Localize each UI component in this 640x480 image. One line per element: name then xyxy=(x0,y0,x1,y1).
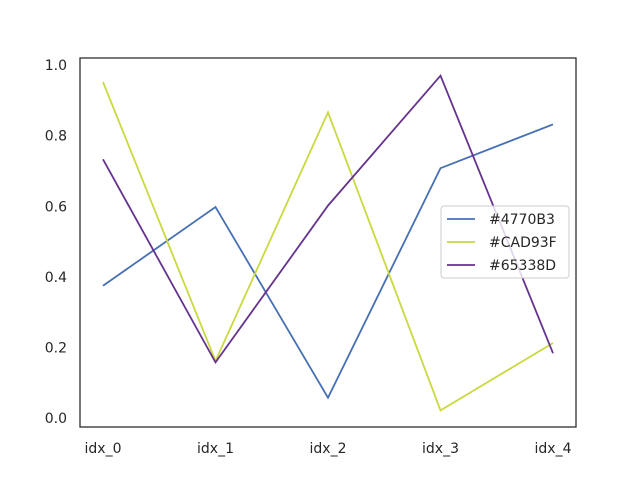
y-tick-label: 1.0 xyxy=(45,58,67,74)
legend-label: #65338D xyxy=(489,258,556,274)
y-tick-label: 0.4 xyxy=(45,270,67,286)
y-tick-label: 0.6 xyxy=(45,199,67,215)
legend: #4770B3 #CAD93F #65338D xyxy=(440,205,570,279)
x-tick-label: idx_4 xyxy=(535,441,572,457)
y-tick-label: 0.8 xyxy=(45,129,67,145)
y-tick-label: 0.2 xyxy=(45,341,67,357)
y-tick-labels: 0.0 0.2 0.4 0.6 0.8 1.0 xyxy=(45,58,67,427)
series-lines xyxy=(102,73,554,412)
x-tick-label: idx_3 xyxy=(422,441,459,457)
legend-label: #4770B3 xyxy=(489,212,555,228)
legend-box xyxy=(440,205,570,279)
x-tick-label: idx_2 xyxy=(310,441,347,457)
series-line xyxy=(102,73,554,365)
series-line xyxy=(102,81,554,412)
plot-frame xyxy=(79,57,577,428)
x-tick-labels: idx_0 idx_1 idx_2 idx_3 idx_4 xyxy=(85,441,572,457)
legend-label: #CAD93F xyxy=(489,235,557,251)
y-tick-label: 0.0 xyxy=(45,411,67,427)
x-tick-label: idx_1 xyxy=(197,441,234,457)
x-tick-label: idx_0 xyxy=(85,441,122,457)
series-line xyxy=(102,123,554,400)
